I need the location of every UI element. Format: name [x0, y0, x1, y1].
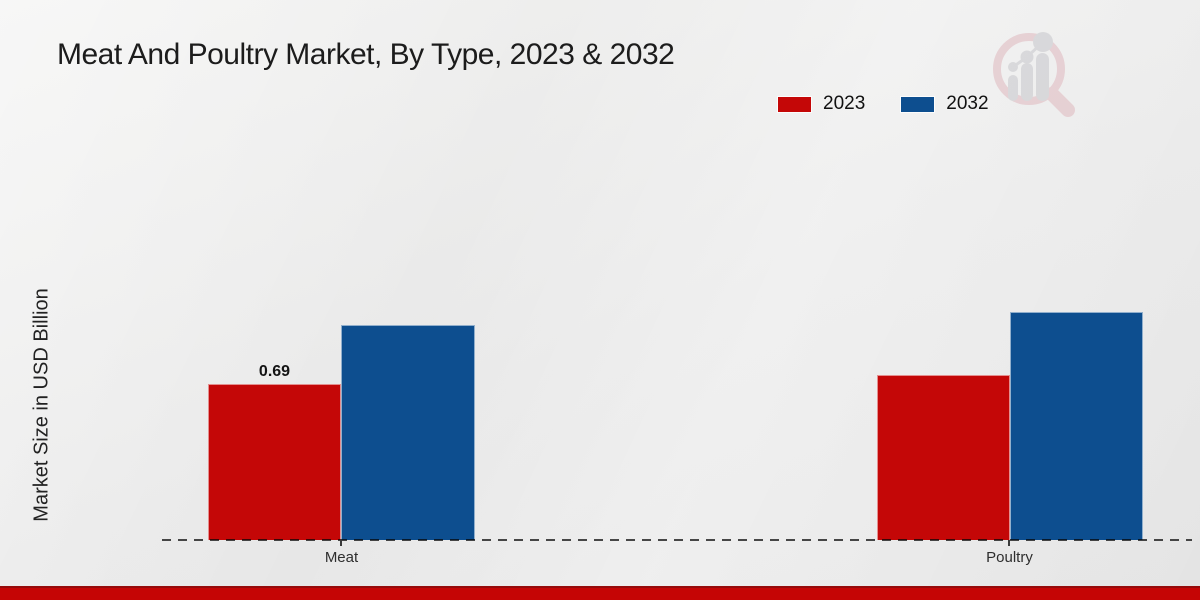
x-axis-dashed-baseline — [162, 539, 1192, 541]
category-label-poultry: Poultry — [986, 549, 1033, 566]
legend-item-2032: 2032 — [900, 93, 989, 115]
legend-item-2023: 2023 — [777, 93, 866, 115]
footer-accent-band — [0, 586, 1200, 600]
x-axis-tick-poultry — [1008, 540, 1010, 546]
legend-swatch-2032 — [900, 95, 936, 113]
x-axis-tick-meat — [340, 540, 342, 546]
brand-logo-magnifier-icon — [993, 32, 1075, 117]
bar-meat-2032 — [341, 325, 475, 540]
chart-title: Meat And Poultry Market, By Type, 2023 &… — [57, 38, 675, 71]
legend: 2023 2032 — [777, 93, 989, 115]
legend-label-2023: 2023 — [823, 93, 866, 114]
data-label-meat-2023: 0.69 — [258, 363, 291, 380]
bar-poultry-2023 — [877, 375, 1010, 540]
legend-swatch-2023 — [777, 95, 812, 113]
bar-meat-2023 — [208, 384, 341, 540]
category-label-meat: Meat — [324, 549, 359, 566]
bar-poultry-2032 — [1010, 312, 1143, 540]
legend-label-2032: 2032 — [946, 93, 989, 114]
